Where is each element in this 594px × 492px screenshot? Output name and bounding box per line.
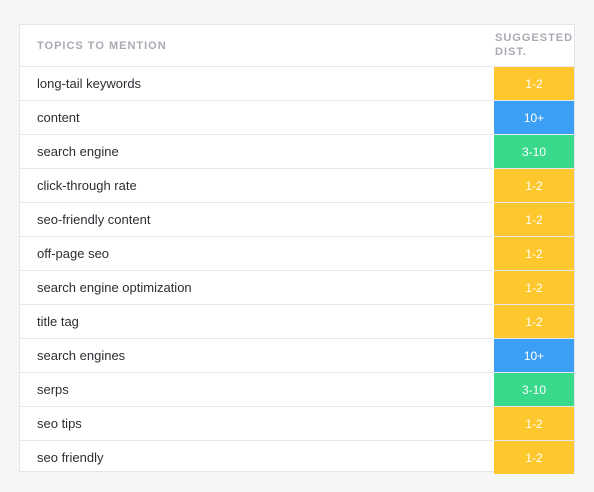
table-row: search engines 10+ [20, 339, 574, 373]
header-topics: TOPICS TO MENTION [37, 39, 167, 52]
table-row: seo friendly 1-2 [20, 441, 574, 474]
topic-label: search engine optimization [37, 280, 192, 295]
dist-badge: 1-2 [494, 407, 574, 440]
table-header: TOPICS TO MENTION SUGGESTED DIST. [20, 25, 574, 67]
dist-badge: 10+ [494, 339, 574, 372]
dist-badge: 1-2 [494, 271, 574, 304]
table-row: title tag 1-2 [20, 305, 574, 339]
topic-label: content [37, 110, 80, 125]
dist-badge: 3-10 [494, 135, 574, 168]
table-row: search engine 3-10 [20, 135, 574, 169]
topic-label: title tag [37, 314, 79, 329]
header-suggested-dist: SUGGESTED DIST. [495, 32, 574, 58]
dist-badge: 1-2 [494, 237, 574, 270]
topic-label: seo-friendly content [37, 212, 151, 227]
topic-label: search engine [37, 144, 119, 159]
table-row: serps 3-10 [20, 373, 574, 407]
table-row: long-tail keywords 1-2 [20, 67, 574, 101]
dist-badge: 1-2 [494, 203, 574, 236]
dist-badge: 10+ [494, 101, 574, 134]
topic-label: seo friendly [37, 450, 104, 465]
topic-label: search engines [37, 348, 126, 363]
topic-label: serps [37, 382, 69, 397]
table-row: seo tips 1-2 [20, 407, 574, 441]
dist-badge: 3-10 [494, 373, 574, 406]
table-row: content 10+ [20, 101, 574, 135]
table-row: search engine optimization 1-2 [20, 271, 574, 305]
table-row: seo-friendly content 1-2 [20, 203, 574, 237]
topic-label: seo tips [37, 416, 82, 431]
table-row: off-page seo 1-2 [20, 237, 574, 271]
topic-label: long-tail keywords [37, 76, 142, 91]
table-row: click-through rate 1-2 [20, 169, 574, 203]
topic-label: off-page seo [37, 246, 110, 261]
dist-badge: 1-2 [494, 67, 574, 100]
dist-badge: 1-2 [494, 305, 574, 338]
dist-badge: 1-2 [494, 441, 574, 474]
topic-label: click-through rate [37, 178, 137, 193]
topics-table: TOPICS TO MENTION SUGGESTED DIST. long-t… [19, 24, 575, 474]
dist-badge: 1-2 [494, 169, 574, 202]
